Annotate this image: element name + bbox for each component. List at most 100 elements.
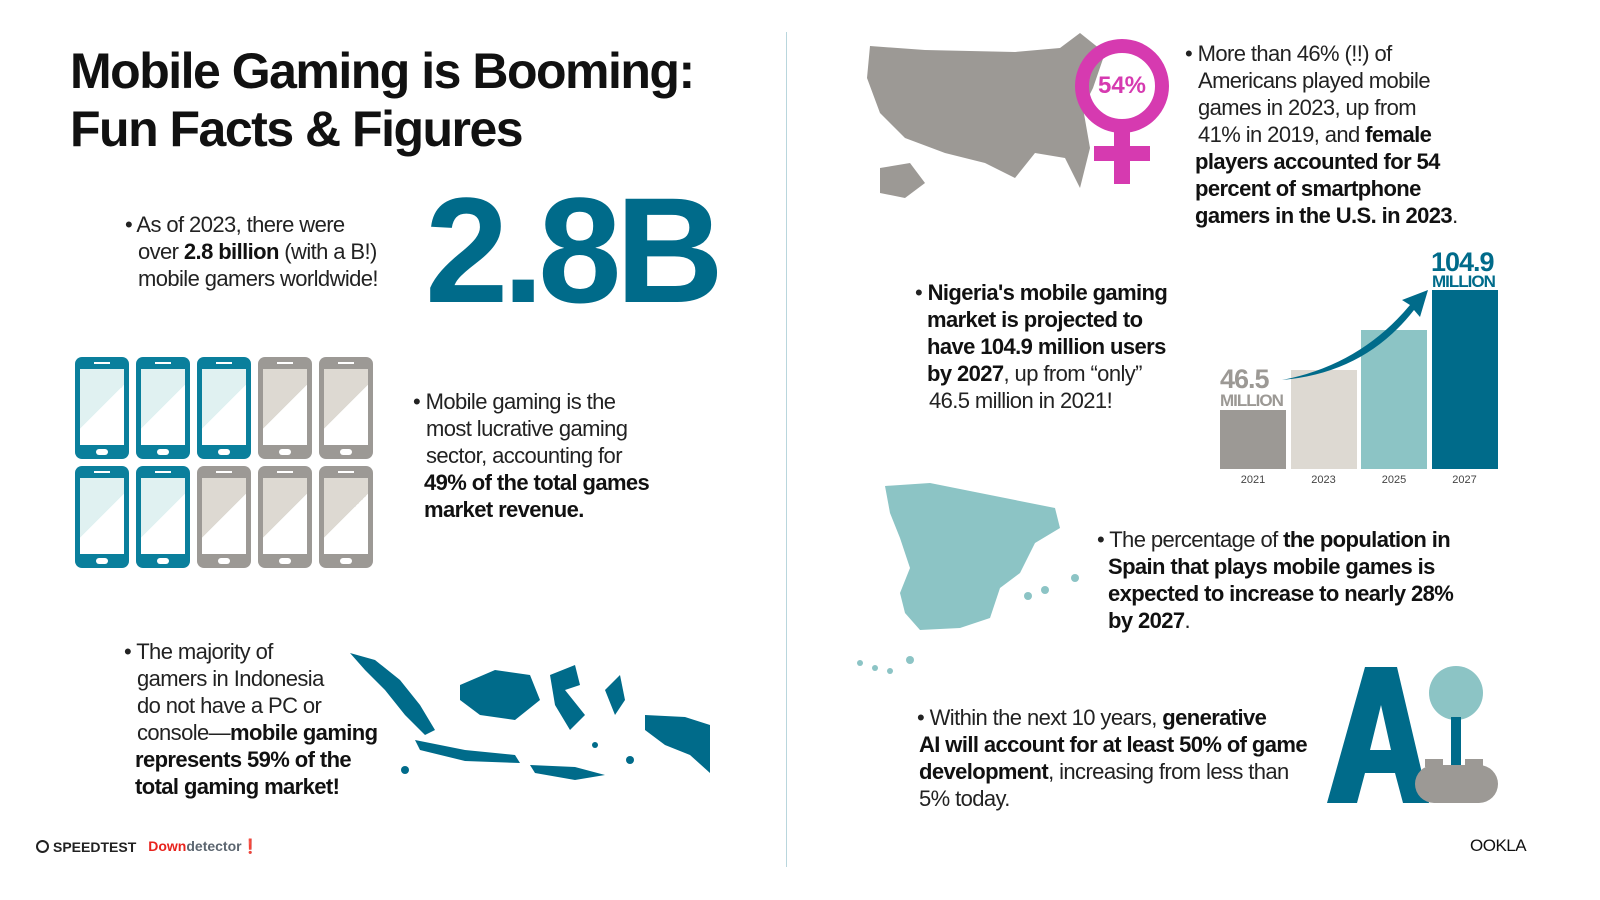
phone-icon-empty — [319, 466, 373, 568]
ookla-logo: OOKLA — [1470, 836, 1527, 855]
text: console— — [137, 720, 231, 745]
title-line-1: Mobile Gaming is Booming: — [70, 43, 695, 99]
first-value-label: 46.5 — [1220, 364, 1270, 394]
text: expected to increase to nearly 28% — [1108, 581, 1454, 606]
text: Nigeria's mobile gaming — [927, 280, 1168, 305]
fact-revenue-text: • Mobile gaming is the most lucrative ga… — [413, 389, 650, 522]
phone-screen — [141, 478, 185, 554]
phone-home-button — [157, 449, 169, 455]
text: As of 2023, there were — [136, 212, 345, 237]
text: over — [138, 239, 184, 264]
text: development — [919, 759, 1049, 784]
text: by 2027 — [1108, 608, 1185, 633]
phone-speaker — [277, 362, 293, 364]
text: detector — [186, 838, 242, 854]
joystick-icon — [1327, 666, 1498, 803]
footer-logos: SPEEDTEST Downdetector❗ — [36, 838, 259, 855]
text: represents 59% of the — [135, 747, 352, 772]
phone-home-button — [218, 558, 230, 564]
phone-icon-filled — [75, 466, 129, 568]
downdetector-logo: Downdetector❗ — [148, 838, 259, 855]
text: More than 46% (!!) of — [1197, 41, 1393, 66]
title-line-2: Fun Facts & Figures — [70, 101, 524, 157]
text: have 104.9 million users — [927, 334, 1166, 359]
phone-screen — [202, 369, 246, 445]
phone-home-button — [340, 558, 352, 564]
text: 5% today. — [919, 786, 1010, 811]
bar-2027 — [1431, 290, 1498, 469]
plot-area: 2021 2023 2025 2027 — [1220, 290, 1500, 486]
text: Spain that plays mobile games is — [1108, 554, 1435, 579]
phone-home-button — [96, 558, 108, 564]
fact-ai-text: • Within the next 10 years, generative A… — [917, 705, 1308, 811]
phone-speaker — [338, 471, 354, 473]
phone-speaker — [94, 471, 110, 473]
fact-spain-text: • The percentage of the population in Sp… — [1097, 527, 1454, 633]
indonesia-map-icon — [350, 653, 710, 780]
female-percent-badge: 54% — [1097, 72, 1147, 99]
phone-icon-filled — [136, 466, 190, 568]
phone-screen — [141, 369, 185, 445]
phone-speaker — [338, 362, 354, 364]
phone-grid — [75, 357, 373, 568]
text: Down — [148, 838, 187, 854]
text: 46.5 million in 2021! — [929, 388, 1113, 413]
fact-gamers-text: • As of 2023, there were over 2.8 billio… — [125, 212, 379, 291]
text: Within the next 10 years, — [929, 705, 1163, 730]
usa-map-icon — [867, 33, 1105, 198]
growth-arrow-icon — [1282, 290, 1428, 380]
phone-home-button — [157, 558, 169, 564]
phone-icon-filled — [197, 357, 251, 459]
spain-map-icon — [857, 483, 1079, 674]
fact-us-text: • More than 46% (!!) of Americans played… — [1185, 41, 1458, 228]
phone-icon-empty — [258, 466, 312, 568]
text: generative — [1162, 705, 1267, 730]
phone-home-button — [279, 558, 291, 564]
phone-screen — [202, 478, 246, 554]
bar-2021 — [1220, 410, 1286, 469]
text: gamers in Indonesia — [137, 666, 324, 691]
x-tick-label: 2025 — [1381, 474, 1407, 486]
fact-nigeria-text: • Nigeria's mobile gaming market is proj… — [915, 280, 1168, 413]
phone-icon-filled — [75, 357, 129, 459]
speedtest-logo: SPEEDTEST — [36, 839, 136, 855]
phone-home-button — [96, 449, 108, 455]
text: AI will account for at least 50% of game — [919, 732, 1308, 757]
nigeria-bar-chart: 2021 2023 2025 2027 46.5 MILLION 104.9 MILL… — [1220, 240, 1500, 490]
text: by 2027 — [927, 361, 1004, 386]
text: , up from “only” — [1003, 361, 1143, 386]
text: Americans played mobile — [1198, 68, 1431, 93]
text: do not have a PC or — [137, 693, 322, 718]
text: Mobile gaming is the — [425, 389, 616, 414]
text: players accounted for 54 — [1195, 149, 1440, 174]
phone-screen — [263, 369, 307, 445]
x-tick-label: 2021 — [1240, 474, 1266, 486]
phone-screen — [80, 369, 124, 445]
phone-speaker — [216, 362, 232, 364]
text: the population in — [1283, 527, 1451, 552]
phone-icon-filled — [136, 357, 190, 459]
alert-icon: ❗ — [241, 838, 260, 854]
phone-screen — [324, 478, 368, 554]
last-value-label: 104.9 — [1431, 247, 1495, 277]
text: total gaming market! — [135, 774, 340, 799]
phone-icon-empty — [319, 357, 373, 459]
text: games in 2023, up from — [1198, 95, 1417, 120]
text: 2.8 billion — [183, 239, 279, 264]
x-tick-label: 2023 — [1311, 474, 1336, 486]
text: most lucrative gaming — [426, 416, 628, 441]
phone-screen — [263, 478, 307, 554]
speedometer-icon — [36, 840, 49, 853]
female-symbol-icon — [1075, 39, 1169, 184]
first-unit-label: MILLION — [1220, 391, 1284, 410]
fact-indonesia-text: • The majority of gamers in Indonesia do… — [124, 639, 378, 799]
big-number: 2.8B — [425, 166, 724, 334]
phone-home-button — [218, 449, 230, 455]
text: . — [1452, 203, 1458, 228]
text: female — [1365, 122, 1432, 147]
text: The majority of — [136, 639, 273, 664]
text: market revenue. — [424, 497, 584, 522]
text: 49% of the total games — [424, 470, 650, 495]
phone-speaker — [277, 471, 293, 473]
phone-icon-empty — [258, 357, 312, 459]
